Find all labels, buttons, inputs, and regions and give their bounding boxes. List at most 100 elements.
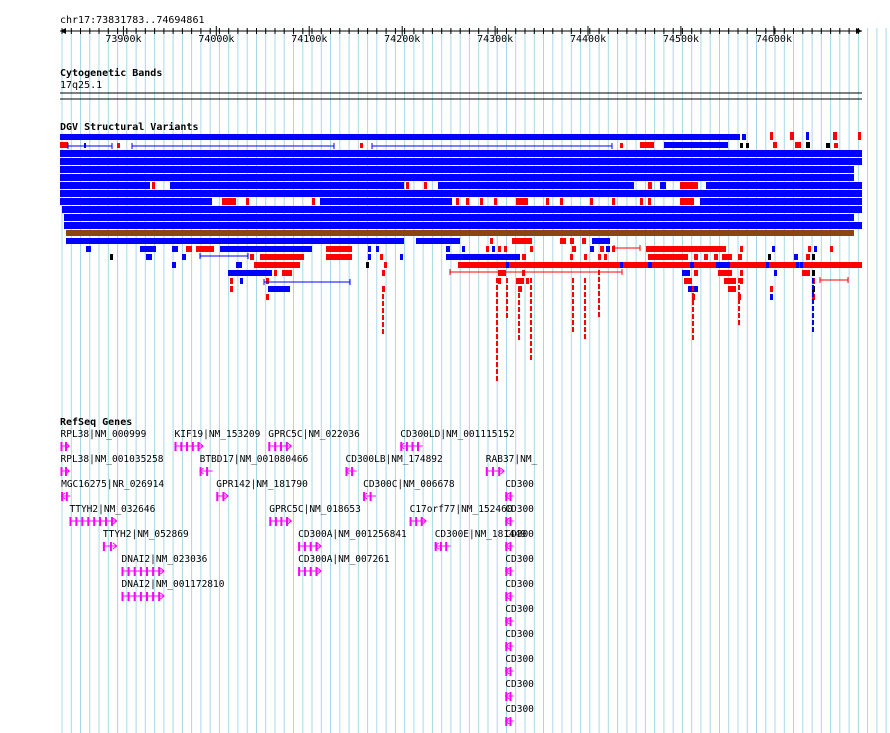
gene-model[interactable]: [269, 517, 292, 526]
variant-bar[interactable]: [600, 246, 604, 252]
variant-bar[interactable]: [812, 254, 815, 260]
gene-model[interactable]: [505, 542, 514, 551]
variant-stack-segment[interactable]: [572, 320, 574, 325]
variant-stack-segment[interactable]: [530, 299, 532, 304]
gene-label[interactable]: CD300LB|NM_174892: [345, 454, 443, 465]
variant-bar[interactable]: [86, 246, 91, 252]
variant-bar[interactable]: [220, 246, 312, 252]
variant-bar[interactable]: [366, 262, 369, 268]
gene-model[interactable]: [216, 492, 229, 501]
variant-stack-segment[interactable]: [584, 285, 586, 290]
variant-stack-segment[interactable]: [738, 299, 740, 304]
variant-stack-segment[interactable]: [584, 292, 586, 297]
variant-stack-segment[interactable]: [382, 329, 384, 334]
variant-bar[interactable]: [706, 182, 862, 189]
variant-bar[interactable]: [648, 254, 688, 260]
variant-bar[interactable]: [590, 198, 593, 205]
variant-bar[interactable]: [684, 278, 692, 284]
variant-bar[interactable]: [312, 198, 315, 205]
variant-stack-segment[interactable]: [382, 315, 384, 320]
variant-bar[interactable]: [268, 286, 290, 292]
variant-bar[interactable]: [274, 270, 277, 276]
variant-stack-segment[interactable]: [530, 327, 532, 332]
variant-bar[interactable]: [64, 222, 862, 229]
variant-bar[interactable]: [424, 182, 427, 189]
gene-label[interactable]: CD300: [505, 654, 534, 665]
variant-bar[interactable]: [738, 254, 742, 260]
variant-bar[interactable]: [236, 262, 242, 268]
variant-stack-segment[interactable]: [812, 306, 814, 311]
variant-stack-segment[interactable]: [530, 355, 532, 360]
variant-bar[interactable]: [382, 270, 385, 276]
variant-stack-segment[interactable]: [572, 299, 574, 304]
variant-bar[interactable]: [790, 132, 794, 140]
variant-stack-segment[interactable]: [598, 298, 600, 303]
variant-stack-segment[interactable]: [530, 285, 532, 290]
variant-bar[interactable]: [117, 143, 120, 148]
gene-label[interactable]: CD300: [505, 504, 534, 515]
variant-stack-segment[interactable]: [518, 300, 520, 305]
variant-stack-segment[interactable]: [496, 313, 498, 318]
variant-stack-segment[interactable]: [692, 286, 694, 291]
variant-bar[interactable]: [250, 254, 254, 260]
variant-stack-segment[interactable]: [738, 292, 740, 297]
variant-stack-segment[interactable]: [518, 328, 520, 333]
variant-bar[interactable]: [516, 198, 528, 205]
variant-bar[interactable]: [456, 198, 459, 205]
variant-stack-segment[interactable]: [692, 335, 694, 340]
gene-label[interactable]: KIF19|NM_153209: [174, 429, 261, 440]
variant-stack-segment[interactable]: [518, 307, 520, 312]
variant-bar[interactable]: [736, 262, 739, 268]
variant-bar[interactable]: [570, 238, 574, 244]
variant-bar[interactable]: [598, 254, 601, 260]
variant-bar[interactable]: [458, 262, 862, 268]
variant-bar[interactable]: [66, 238, 404, 244]
variant-bar[interactable]: [830, 246, 833, 252]
variant-bar[interactable]: [494, 198, 497, 205]
variant-stack-segment[interactable]: [496, 306, 498, 311]
variant-bar[interactable]: [66, 230, 854, 236]
variant-stack-segment[interactable]: [496, 327, 498, 332]
variant-bar[interactable]: [230, 278, 233, 284]
variant-bar[interactable]: [320, 198, 452, 205]
gene-model[interactable]: [60, 467, 70, 476]
variant-stack-segment[interactable]: [518, 335, 520, 340]
variant-stack-segment[interactable]: [530, 306, 532, 311]
variant-bar[interactable]: [606, 246, 610, 252]
variant-stack-segment[interactable]: [572, 292, 574, 297]
variant-stack-segment[interactable]: [530, 334, 532, 339]
variant-stack-segment[interactable]: [812, 299, 814, 304]
variant-bar[interactable]: [60, 150, 862, 157]
variant-bar[interactable]: [648, 262, 652, 268]
variant-stack-segment[interactable]: [738, 278, 740, 283]
variant-bar[interactable]: [498, 270, 506, 276]
variant-bar[interactable]: [516, 278, 524, 284]
gene-model[interactable]: [174, 442, 204, 451]
variant-bar[interactable]: [724, 278, 736, 284]
variant-bar[interactable]: [802, 270, 810, 276]
variant-bar[interactable]: [380, 254, 383, 260]
gene-model[interactable]: [400, 442, 423, 451]
variant-bar[interactable]: [640, 142, 654, 148]
gene-label[interactable]: CD300: [505, 529, 534, 540]
variant-bar[interactable]: [228, 270, 272, 276]
variant-bar[interactable]: [858, 132, 861, 140]
variant-bar[interactable]: [498, 278, 501, 284]
variant-stack-segment[interactable]: [496, 320, 498, 325]
variant-bar[interactable]: [694, 270, 698, 276]
variant-bar[interactable]: [800, 262, 803, 268]
gene-model[interactable]: [505, 692, 514, 701]
variant-stack-segment[interactable]: [506, 278, 508, 283]
variant-bar[interactable]: [740, 270, 743, 276]
variant-bar[interactable]: [680, 198, 694, 205]
gene-label[interactable]: MGC16275|NR_026914: [61, 479, 165, 490]
variant-stack-segment[interactable]: [382, 322, 384, 327]
variant-stack-segment[interactable]: [598, 277, 600, 282]
variant-bar[interactable]: [740, 278, 743, 284]
variant-bar[interactable]: [266, 294, 269, 300]
variant-bar[interactable]: [60, 174, 854, 181]
gene-label[interactable]: GPRC5C|NM_022036: [268, 429, 360, 440]
variant-bar[interactable]: [560, 198, 563, 205]
variant-stack-segment[interactable]: [572, 327, 574, 332]
variant-bar[interactable]: [770, 132, 773, 140]
